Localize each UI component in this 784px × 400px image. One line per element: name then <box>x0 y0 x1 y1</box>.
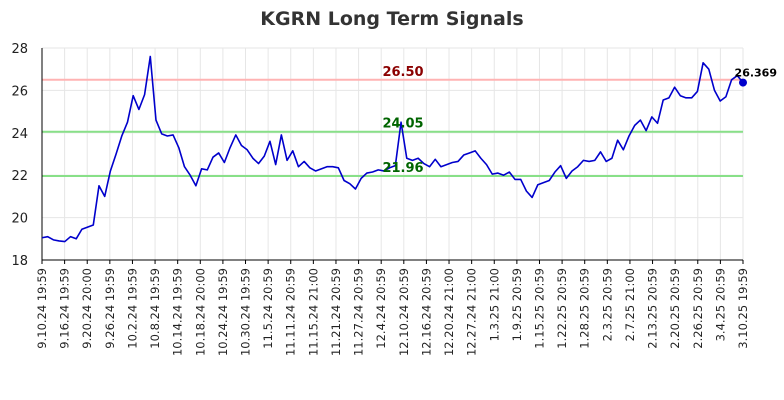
grid <box>41 47 744 261</box>
y-tick-label: 28 <box>11 42 28 57</box>
price-series <box>41 55 747 243</box>
signal-label: 26.50 <box>382 65 423 80</box>
x-tick-label: 2.13.25 20:59 <box>646 268 660 349</box>
x-tick-label: 2.7.25 21:00 <box>623 268 637 341</box>
x-tick-label: 9.10.24 19:59 <box>35 268 49 349</box>
price-line <box>41 55 744 243</box>
axes <box>41 48 743 261</box>
last-value-marker <box>739 78 747 87</box>
x-axis-ticks: 9.10.24 19:59 9.16.24 19:59 9.20.24 20:00 9… <box>35 260 750 356</box>
x-tick-label: 12.4.24 20:59 <box>374 268 388 349</box>
x-tick-label: 12.27.24 21:00 <box>465 268 479 356</box>
x-tick-label: 10.18.24 20:00 <box>193 268 207 356</box>
x-tick-label: 11.11.24 20:59 <box>284 268 298 356</box>
x-tick-label: 1.15.25 20:59 <box>532 268 546 349</box>
x-tick-label: 9.16.24 19:59 <box>58 268 72 349</box>
chart-title: KGRN Long Term Signals <box>260 8 523 30</box>
signal-labels: 26.50 24.05 21.96 26.369 <box>382 65 777 176</box>
y-tick-label: 22 <box>11 169 28 184</box>
x-tick-label: 12.16.24 20:59 <box>419 268 433 356</box>
x-tick-label: 9.20.24 20:00 <box>80 268 94 349</box>
y-tick-label: 20 <box>11 212 28 227</box>
x-tick-label: 2.3.25 20:59 <box>600 268 614 341</box>
x-tick-label: 1.9.25 20:59 <box>510 268 524 341</box>
signal-label: 21.96 <box>382 161 423 176</box>
x-tick-label: 12.10.24 20:59 <box>397 268 411 356</box>
x-tick-label: 10.14.24 19:59 <box>171 268 185 356</box>
x-tick-label: 10.2.24 19:59 <box>125 268 139 349</box>
x-tick-label: 11.15.24 21:00 <box>306 268 320 356</box>
x-tick-label: 1.28.25 20:59 <box>578 268 592 349</box>
y-axis-ticks: 18 20 22 24 26 28 <box>11 42 28 269</box>
x-tick-label: 10.24.24 19:59 <box>216 268 230 356</box>
x-tick-label: 11.5.24 20:59 <box>261 268 275 349</box>
last-value-label: 26.369 <box>735 67 777 80</box>
x-tick-label: 10.8.24 19:59 <box>148 268 162 349</box>
x-tick-label: 11.21.24 20:59 <box>329 268 343 356</box>
x-tick-label: 3.4.25 20:59 <box>713 268 727 341</box>
x-tick-label: 12.20.24 21:00 <box>442 268 456 356</box>
x-tick-label: 3.10.25 19:59 <box>736 268 750 349</box>
x-tick-label: 9.26.24 19:59 <box>103 268 117 349</box>
x-tick-label: 2.26.25 20:59 <box>691 268 705 349</box>
y-tick-label: 26 <box>11 84 28 99</box>
x-tick-label: 1.22.25 20:59 <box>555 268 569 349</box>
signal-lines <box>42 78 743 178</box>
x-tick-label: 10.30.24 19:59 <box>239 268 253 356</box>
x-tick-label: 2.20.25 20:59 <box>668 268 682 349</box>
signal-label: 24.05 <box>382 117 423 132</box>
x-tick-label: 11.27.24 20:59 <box>352 268 366 356</box>
y-tick-label: 24 <box>11 127 28 142</box>
x-tick-label: 1.3.25 21:00 <box>487 268 501 341</box>
y-tick-label: 18 <box>11 254 28 269</box>
